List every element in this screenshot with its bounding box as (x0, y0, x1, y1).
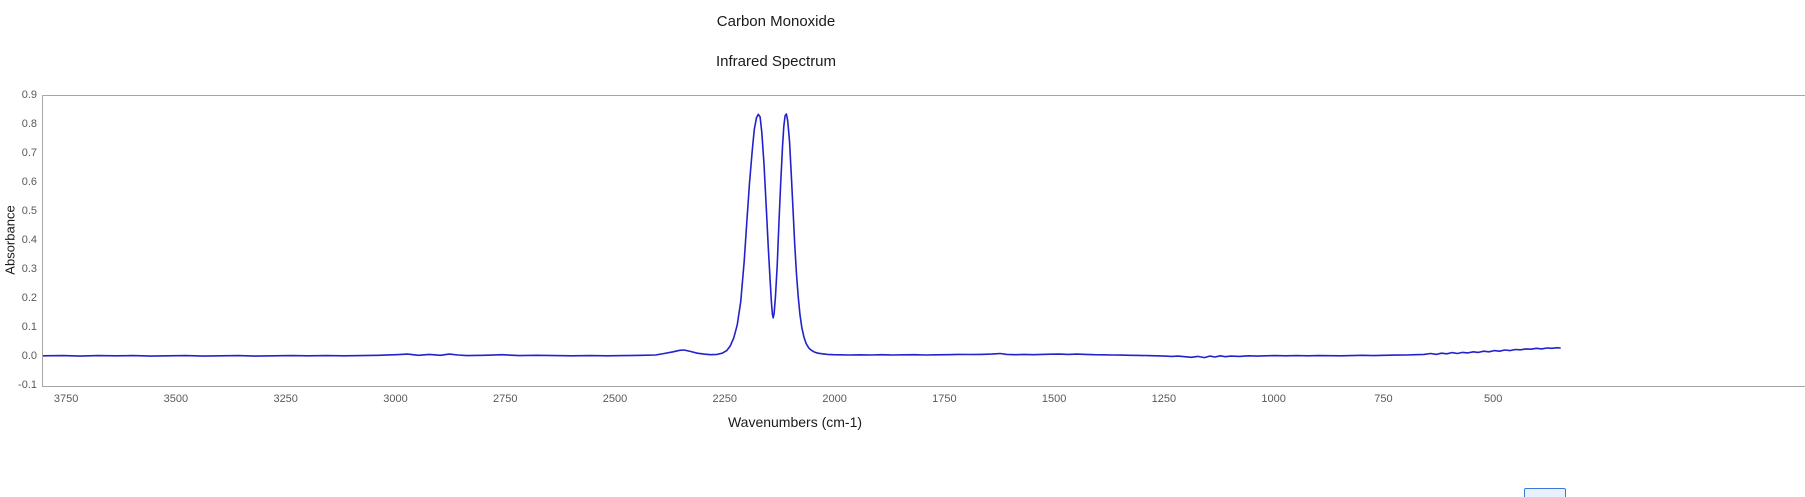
y-tick-label: 0.2 (21, 291, 37, 304)
spectrum-line-canvas (43, 113, 1561, 359)
x-axis-title: Wavenumbers (cm-1) (727, 414, 863, 430)
plot-area (42, 95, 1805, 387)
x-tick-label: 1500 (1041, 393, 1067, 405)
y-tick-label: 0.5 (21, 204, 37, 217)
x-tick-label: 1750 (932, 393, 957, 405)
y-tick-label: 0.3 (21, 262, 37, 275)
spectrum-line (43, 113, 1561, 359)
y-tick-label: 0.8 (21, 117, 37, 130)
x-tick-label: 2500 (602, 393, 628, 405)
y-tick-label: 0.9 (21, 88, 37, 101)
x-tick-label: 3250 (273, 393, 298, 405)
x-tick-label: 500 (1484, 393, 1503, 405)
y-tick-label: -0.1 (18, 378, 37, 391)
x-tick-label: 3750 (53, 393, 79, 405)
x-tick-label: 1250 (1151, 393, 1177, 405)
y-tick-label: 0.7 (21, 146, 37, 159)
x-tick-label: 750 (1374, 393, 1393, 405)
chart-subtitle: Infrared Spectrum (715, 53, 837, 70)
x-tick-label: 2750 (493, 393, 518, 405)
bottom-right-partial-element[interactable] (1524, 488, 1566, 497)
x-tick-label: 3000 (383, 393, 408, 405)
x-tick-label: 2000 (822, 393, 847, 405)
chart-title: Carbon Monoxide (716, 13, 836, 30)
y-tick-label: 0.0 (21, 349, 37, 362)
x-tick-label: 2250 (712, 393, 738, 405)
y-tick-label: 0.1 (21, 320, 37, 333)
y-tick-label: 0.4 (21, 233, 37, 246)
y-tick-label: 0.6 (21, 175, 37, 188)
x-tick-label: 3500 (163, 393, 189, 405)
x-tick-label: 1000 (1261, 393, 1286, 405)
